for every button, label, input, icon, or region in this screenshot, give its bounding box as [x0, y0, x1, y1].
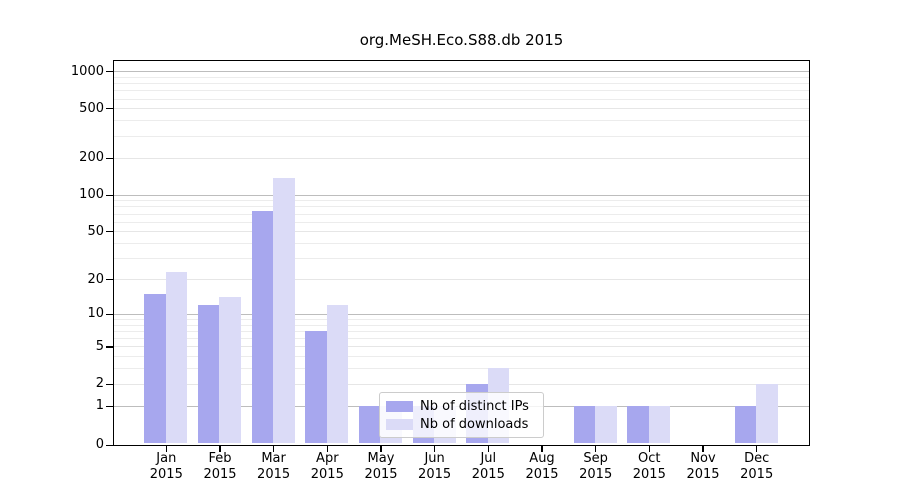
x-tick-mark-nov [702, 446, 704, 452]
y-tick-mark-50 [106, 231, 113, 233]
gridline-3 [114, 368, 809, 370]
gridline-50 [114, 231, 809, 233]
bar-distinct-ips-may [358, 405, 381, 443]
gridline-30 [114, 258, 809, 260]
bar-distinct-ips-jan [144, 293, 166, 443]
gridline-60 [114, 221, 809, 223]
y-tick-mark-10 [106, 313, 113, 315]
gridline-300 [114, 135, 809, 137]
gridline-800 [114, 83, 809, 85]
y-tick-label-1000: 1000 [70, 63, 104, 79]
x-tick-mark-aug [541, 446, 543, 452]
bar-downloads-apr [326, 304, 349, 443]
y-tick-mark-1000 [106, 71, 113, 73]
gridline-200 [114, 157, 809, 159]
legend-label-distinct-ips: Nb of distinct IPs [420, 399, 529, 415]
y-tick-label-200: 200 [79, 150, 104, 166]
y-tick-label-50: 50 [87, 223, 104, 239]
gridline-2 [114, 383, 809, 385]
bar-distinct-ips-feb [197, 304, 220, 443]
x-tick-label-may: May 2015 [364, 451, 398, 482]
y-tick-label-20: 20 [87, 271, 104, 287]
gridline-100 [114, 194, 809, 196]
bar-downloads-sep [595, 405, 617, 443]
x-tick-mark-dec [756, 446, 758, 452]
x-tick-label-apr: Apr 2015 [310, 451, 344, 482]
legend-item-downloads: Nb of downloads [386, 417, 535, 432]
legend-label-downloads: Nb of downloads [420, 416, 529, 432]
gridline-8 [114, 324, 809, 326]
x-tick-mark-apr [326, 446, 328, 452]
x-tick-label-nov: Nov 2015 [686, 451, 720, 482]
legend-item-distinct-ips: Nb of distinct IPs [386, 399, 535, 414]
gridline-10 [114, 313, 809, 315]
gridline-700 [114, 90, 809, 92]
x-tick-label-jan: Jan 2015 [149, 451, 183, 482]
y-tick-label-100: 100 [79, 187, 104, 203]
y-tick-label-500: 500 [79, 100, 104, 116]
gridline-70 [114, 213, 809, 215]
gridline-5 [114, 346, 809, 348]
legend: Nb of distinct IPs Nb of downloads [379, 392, 544, 438]
x-tick-label-sep: Sep 2015 [579, 451, 613, 482]
x-tick-label-oct: Oct 2015 [632, 451, 666, 482]
y-tick-mark-200 [106, 157, 113, 159]
gridline-4 [114, 356, 809, 358]
bar-downloads-oct [648, 405, 671, 443]
x-tick-label-mar: Mar 2015 [257, 451, 291, 482]
x-tick-label-dec: Dec 2015 [740, 451, 774, 482]
y-tick-mark-500 [106, 108, 113, 110]
bar-distinct-ips-sep [573, 405, 596, 443]
bar-distinct-ips-oct [627, 405, 649, 443]
x-tick-mark-may [380, 446, 382, 452]
y-tick-mark-1 [106, 405, 113, 407]
gridline-80 [114, 206, 809, 208]
gridline-1000 [114, 71, 809, 73]
x-tick-mark-mar [273, 446, 275, 452]
y-tick-mark-100 [106, 194, 113, 196]
gridline-9 [114, 318, 809, 320]
y-tick-label-5: 5 [95, 339, 104, 354]
gridline-7 [114, 330, 809, 332]
gridline-500 [114, 108, 809, 110]
x-tick-mark-jul [487, 446, 489, 452]
y-tick-mark-5 [106, 346, 113, 348]
bar-downloads-jan [165, 271, 188, 443]
y-tick-mark-0 [106, 444, 113, 446]
x-tick-label-aug: Aug 2015 [525, 451, 559, 482]
x-tick-label-jun: Jun 2015 [418, 451, 452, 482]
y-tick-mark-2 [106, 383, 113, 385]
legend-swatch-downloads-icon [386, 418, 413, 430]
x-tick-label-feb: Feb 2015 [203, 451, 237, 482]
bar-downloads-feb [219, 297, 241, 443]
x-tick-mark-jan [165, 446, 167, 452]
x-tick-mark-feb [219, 446, 221, 452]
legend-swatch-distinct-ips-icon [386, 401, 413, 413]
bar-downloads-mar [273, 178, 295, 443]
gridline-400 [114, 120, 809, 122]
y-tick-label-10: 10 [87, 306, 104, 322]
gridline-40 [114, 243, 809, 244]
gridline-6 [114, 338, 809, 340]
x-tick-mark-sep [595, 446, 597, 452]
chart-title: org.MeSH.Eco.S88.db 2015 [359, 31, 564, 49]
y-tick-label-1: 1 [95, 398, 104, 414]
gridline-900 [114, 76, 809, 78]
plot-area [113, 60, 810, 446]
gridline-600 [114, 98, 809, 100]
x-tick-label-jul: Jul 2015 [471, 451, 505, 482]
x-tick-mark-jun [434, 446, 436, 452]
gridline-90 [114, 200, 809, 202]
bar-downloads-dec [756, 383, 778, 443]
y-tick-mark-20 [106, 279, 113, 281]
y-tick-label-2: 2 [95, 376, 104, 392]
y-tick-label-0: 0 [95, 437, 104, 453]
bar-distinct-ips-dec [734, 405, 757, 443]
bar-distinct-ips-apr [305, 330, 327, 443]
gridline-20 [114, 279, 809, 280]
bar-distinct-ips-mar [251, 210, 273, 443]
x-tick-mark-oct [648, 446, 650, 452]
